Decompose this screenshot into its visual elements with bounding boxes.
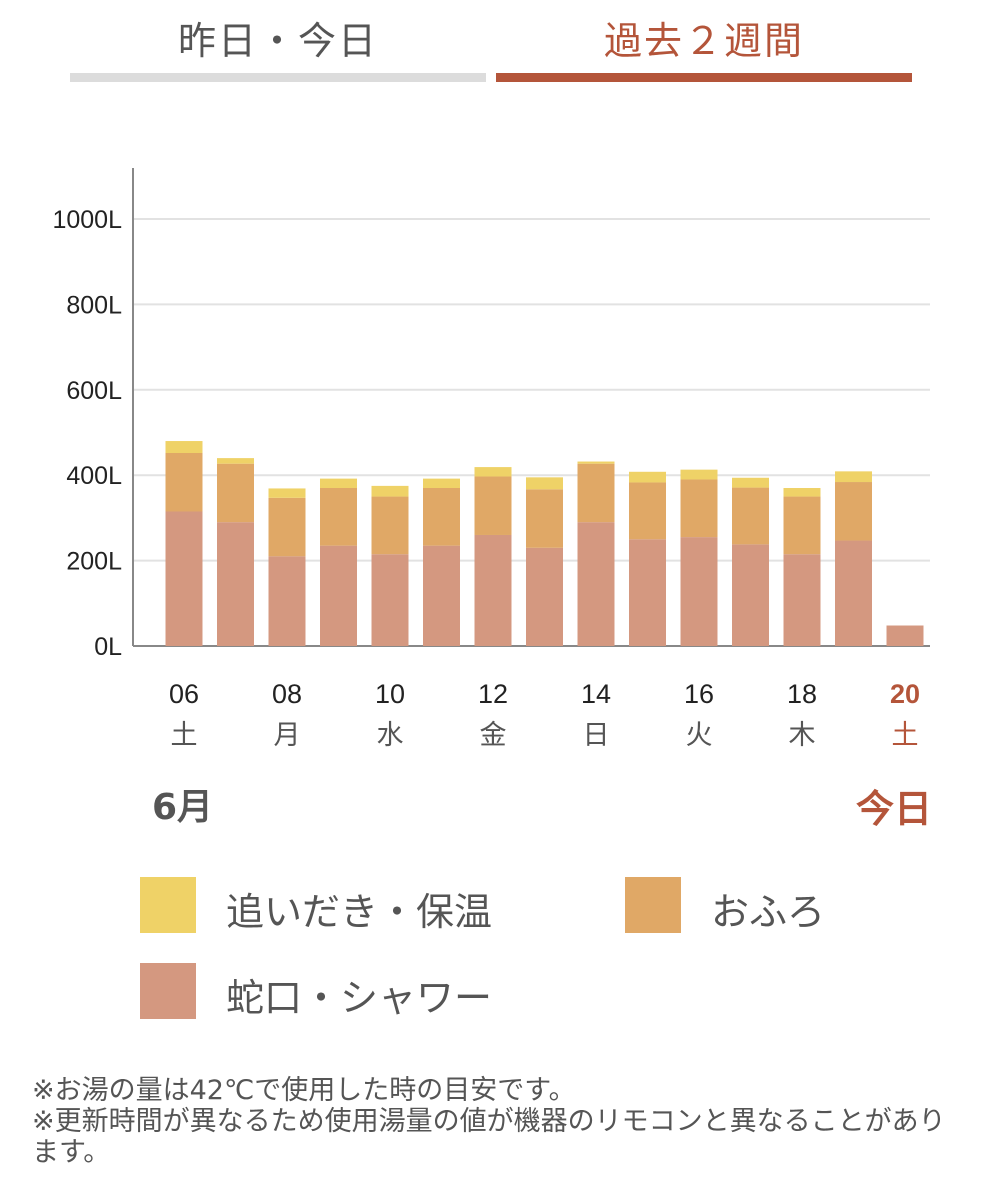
footnotes: ※お湯の量は42℃で使用した時の目安です。 ※更新時間が異なるため使用湯量の値が… xyxy=(32,1075,952,1168)
bar-18-series-1 xyxy=(783,496,821,555)
bar-12-series-1 xyxy=(474,476,512,535)
bar-13-series-0 xyxy=(526,547,563,646)
hot-water-usage-chart: 0L 200L 400L 600L 800L 1000L 06 土 08 月 10 水 12 金 14 日 16… xyxy=(52,168,930,751)
bar-10-series-0 xyxy=(371,554,409,646)
bar-12-series-0 xyxy=(474,534,512,646)
bar-09-series-0 xyxy=(320,545,357,646)
bar-08-series-0 xyxy=(268,556,306,646)
y-tick-label-600: 600L xyxy=(66,377,122,405)
bar-06-series-1 xyxy=(165,452,203,512)
bar-06-series-0 xyxy=(165,511,203,646)
x-tick-weekday-18: 木 xyxy=(789,720,816,751)
legend-label-tap-shower: 蛇口・シャワー xyxy=(226,976,493,1020)
bar-13-series-1 xyxy=(526,489,563,548)
tab-yesterday-today[interactable]: 昨日・今日 xyxy=(70,0,486,82)
x-tick-weekday-10: 水 xyxy=(377,720,404,751)
x-tick-day-06: 06 xyxy=(169,679,199,709)
bar-15-series-2 xyxy=(629,471,666,483)
x-tick-weekday-12: 金 xyxy=(480,720,507,751)
footnote-temperature: ※お湯の量は42℃で使用した時の目安です。 xyxy=(32,1075,576,1106)
month-label: 6月 xyxy=(152,787,214,828)
legend-swatch-tap-shower xyxy=(140,963,196,1019)
x-tick-weekday-08: 月 xyxy=(274,720,301,751)
bar-15-series-0 xyxy=(629,539,666,646)
bar-18-series-0 xyxy=(783,554,821,646)
bar-08-series-1 xyxy=(268,497,306,557)
x-tick-weekday-06: 土 xyxy=(171,720,198,751)
y-tick-label-200: 200L xyxy=(66,548,122,576)
bar-17-series-0 xyxy=(732,544,769,646)
x-tick-day-20: 20 xyxy=(890,679,920,709)
bar-16-series-0 xyxy=(680,537,718,646)
bar-14-series-1 xyxy=(577,463,615,523)
tab-past-2-weeks-underline xyxy=(496,73,912,82)
bar-14-series-0 xyxy=(577,522,615,646)
bar-11-series-1 xyxy=(423,488,460,546)
bar-17-series-1 xyxy=(732,487,769,545)
bar-16-series-2 xyxy=(680,469,718,480)
x-tick-day-10: 10 xyxy=(375,679,405,709)
x-tick-day-18: 18 xyxy=(787,679,817,709)
bar-09-series-1 xyxy=(320,488,357,546)
bar-10-series-1 xyxy=(371,496,409,555)
legend-swatch-reheat xyxy=(140,877,196,933)
bar-18-series-2 xyxy=(783,488,821,497)
x-tick-day-12: 12 xyxy=(478,679,508,709)
bar-17-series-2 xyxy=(732,477,769,488)
today-label: 今日 xyxy=(856,787,933,831)
bar-12-series-2 xyxy=(474,467,512,477)
bar-19-series-2 xyxy=(835,471,872,483)
legend-swatch-bath xyxy=(625,877,681,933)
x-tick-day-14: 14 xyxy=(581,679,611,709)
bar-20-series-0 xyxy=(886,625,924,646)
bar-11-series-0 xyxy=(423,545,460,646)
bar-13-series-2 xyxy=(526,477,563,490)
bar-07-series-1 xyxy=(217,463,254,523)
bar-16-series-1 xyxy=(680,479,718,538)
legend-label-bath: おふろ xyxy=(711,890,826,934)
x-tick-day-16: 16 xyxy=(684,679,714,709)
x-tick-weekday-20: 土 xyxy=(892,720,919,751)
legend-label-reheat: 追いだき・保温 xyxy=(226,890,493,934)
bar-06-series-2 xyxy=(165,441,203,453)
bar-08-series-2 xyxy=(268,488,306,498)
bar-15-series-1 xyxy=(629,482,666,540)
bar-11-series-2 xyxy=(423,478,460,489)
bar-09-series-2 xyxy=(320,478,357,489)
y-tick-label-1000: 1000L xyxy=(52,206,122,234)
x-tick-weekday-14: 日 xyxy=(583,720,610,751)
y-tick-label-800: 800L xyxy=(66,291,122,319)
tab-past-2-weeks-label: 過去２週間 xyxy=(603,19,804,63)
period-tabs: 昨日・今日 過去２週間 xyxy=(70,0,912,90)
bar-10-series-2 xyxy=(371,485,409,497)
bar-19-series-1 xyxy=(835,482,872,541)
tab-yesterday-today-label: 昨日・今日 xyxy=(177,19,378,63)
tab-past-2-weeks[interactable]: 過去２週間 xyxy=(496,0,912,82)
bar-14-series-2 xyxy=(577,461,615,464)
bar-07-series-0 xyxy=(217,522,254,646)
x-tick-weekday-16: 火 xyxy=(686,720,713,751)
tab-yesterday-today-underline xyxy=(70,73,486,82)
footnote-update-time: ※更新時間が異なるため使用湯量の値が機器のリモコンと異なることがあります。 xyxy=(32,1106,946,1168)
bar-19-series-0 xyxy=(835,540,872,646)
x-tick-day-08: 08 xyxy=(272,679,302,709)
y-tick-label-400: 400L xyxy=(66,462,122,490)
bar-07-series-2 xyxy=(217,458,254,464)
y-tick-label-0: 0L xyxy=(94,633,122,661)
